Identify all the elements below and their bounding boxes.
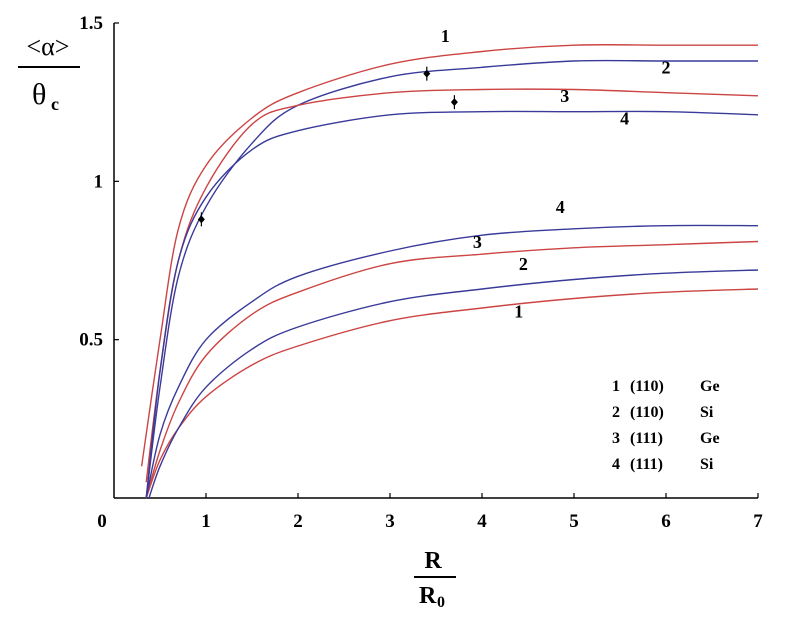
y-tick-label: 0.5 <box>79 330 103 351</box>
y-tick-label: 1.5 <box>79 13 103 34</box>
curve-lower-4 <box>145 224 759 499</box>
legend-element: Si <box>700 404 714 421</box>
legend-number: 3 <box>612 430 620 447</box>
x-tick-label: 7 <box>753 511 763 532</box>
curve-label: 2 <box>662 58 671 78</box>
y-axis-label: <α> θ c <box>18 32 80 114</box>
legend-number: 4 <box>612 456 620 473</box>
curve-label: 3 <box>473 232 482 252</box>
legend-plane: (110) <box>630 378 664 395</box>
curve-upper-1 <box>140 44 758 467</box>
x-tick-label: 5 <box>569 511 579 532</box>
curve-label: 2 <box>519 254 528 274</box>
legend-element: Si <box>700 456 714 473</box>
legend: 1 (110) Ge 2 (110) Si 3 (111) Ge 4 (111) Si <box>612 378 720 473</box>
curve-label: 4 <box>620 108 629 128</box>
curve-upper-2 <box>145 59 758 499</box>
curve-label: 4 <box>556 197 565 217</box>
data-point-marker <box>197 212 205 227</box>
x-label-numerator: R <box>424 548 442 574</box>
curve-labels: 1 2 3 4 4 3 2 1 <box>441 26 671 322</box>
curve-label: 3 <box>560 86 569 106</box>
legend-plane: (111) <box>630 430 663 447</box>
curve-label: 1 <box>514 302 523 322</box>
legend-plane: (111) <box>630 456 663 473</box>
x-label-subscript: 0 <box>437 594 445 611</box>
x-axis-label: R R 0 <box>414 548 456 611</box>
y-label-subscript: c <box>51 94 59 114</box>
legend-number: 2 <box>612 404 620 421</box>
curve-upper-3 <box>145 88 759 483</box>
curve-lower-3 <box>145 240 759 499</box>
curve-lower-2 <box>148 269 759 499</box>
legend-plane: (110) <box>630 404 664 421</box>
curves <box>140 44 759 499</box>
x-tick-label: 3 <box>385 511 395 532</box>
data-point-marker <box>423 66 431 81</box>
curve-label: 1 <box>441 26 450 46</box>
curve-upper-4 <box>145 110 759 499</box>
markers <box>197 66 458 227</box>
curve-lower-1 <box>145 288 759 499</box>
legend-element: Ge <box>700 378 720 395</box>
axes <box>113 23 758 499</box>
ticks: 0 1 2 3 4 5 6 7 1.5 1 0.5 <box>79 13 763 532</box>
x-tick-label: 4 <box>477 511 487 532</box>
legend-number: 1 <box>612 378 620 395</box>
legend-element: Ge <box>700 430 720 447</box>
y-label-denominator: θ <box>32 78 46 111</box>
y-label-theta: θ <box>32 78 46 111</box>
x-tick-label: 2 <box>293 511 303 532</box>
y-label-numerator: <α> <box>27 32 70 61</box>
x-tick-label: 1 <box>201 511 211 532</box>
x-label-denominator: R <box>419 583 437 609</box>
x-tick-label: 0 <box>97 511 107 532</box>
data-point-marker <box>450 95 458 110</box>
y-tick-label: 1 <box>94 171 104 192</box>
x-tick-label: 6 <box>661 511 671 532</box>
